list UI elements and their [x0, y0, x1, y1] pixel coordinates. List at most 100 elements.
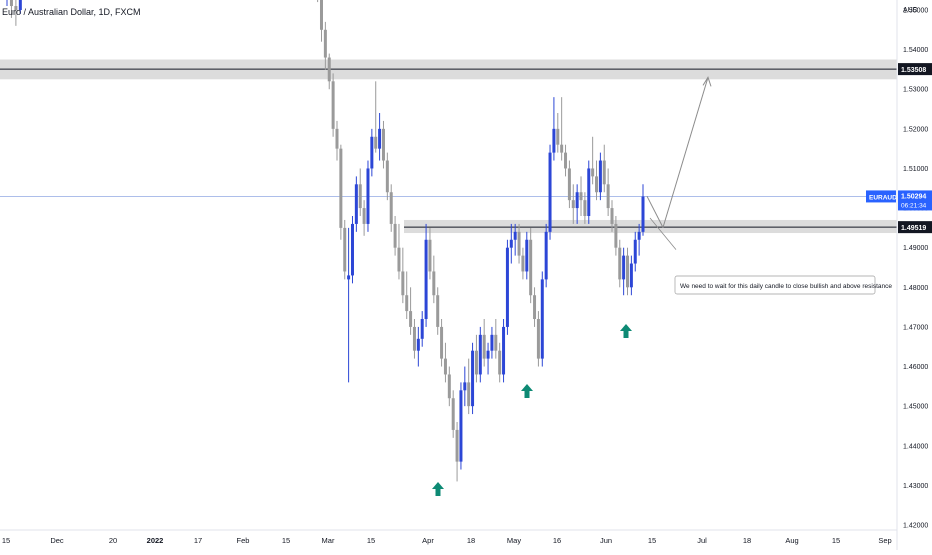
candle-body [614, 223, 618, 248]
candle-body [525, 239, 529, 272]
candle [552, 97, 556, 161]
candle [494, 319, 498, 359]
candle [560, 97, 564, 161]
candle-body [416, 338, 420, 351]
candle-body [358, 184, 362, 209]
candle-body [381, 128, 385, 161]
currency-label: AUD [903, 7, 918, 14]
price-tick-label: 1.51000 [903, 166, 928, 173]
candle [463, 366, 467, 407]
candle-body [424, 239, 428, 319]
up-arrow-icon [620, 324, 632, 338]
price-tick-label: 1.52000 [903, 126, 928, 133]
last-price-badge: 1.50294 [901, 193, 926, 200]
candle-body [412, 326, 416, 351]
candle [629, 255, 633, 296]
candle-body [471, 350, 475, 407]
candle [432, 255, 436, 304]
candle-body [343, 227, 347, 272]
candle-body [505, 247, 509, 327]
candle [451, 390, 455, 438]
up-arrow-icon [521, 384, 533, 398]
candle [606, 168, 610, 216]
candle [595, 160, 599, 201]
candle-body [606, 184, 610, 209]
candle-body [463, 382, 467, 391]
candle-body [641, 196, 645, 232]
candle [347, 227, 351, 383]
candle-body [591, 168, 595, 177]
projection-line [662, 77, 709, 228]
candle-body [18, 0, 22, 10]
candle-body [405, 295, 409, 312]
candle-body [602, 160, 606, 185]
candle [633, 231, 637, 272]
candle [575, 184, 579, 224]
candle [637, 223, 641, 256]
candle [505, 239, 509, 335]
candle [405, 271, 409, 319]
projection-line-start [646, 195, 664, 228]
candle [416, 326, 420, 367]
candle [459, 382, 463, 470]
candle [540, 271, 544, 367]
candle-body [629, 263, 633, 288]
candle [474, 334, 478, 383]
candle-body [378, 128, 382, 149]
candle [447, 366, 451, 407]
time-tick-label: 15 [367, 536, 375, 545]
candle-body [482, 334, 486, 359]
candle-body [331, 81, 335, 129]
candle [420, 311, 424, 347]
candle-body [447, 374, 451, 399]
candle-body [389, 192, 393, 224]
time-tick-label: Sep [878, 536, 891, 545]
price-tick-label: 1.54000 [903, 47, 928, 54]
candle [412, 319, 416, 359]
candle-body [490, 334, 494, 351]
candle [513, 223, 517, 256]
upper-level-badge: 1.53508 [901, 67, 926, 74]
countdown-badge: 06:21:34 [901, 202, 927, 209]
candle-body [393, 223, 397, 248]
time-tick-label: 17 [194, 536, 202, 545]
price-tick-label: 1.43000 [903, 483, 928, 490]
candle-body [440, 326, 444, 359]
price-tick-label: 1.42000 [903, 523, 928, 530]
candle [343, 219, 347, 280]
candle-body [478, 334, 482, 375]
candle [486, 342, 490, 375]
candle-body [455, 429, 459, 462]
candle-body [548, 152, 552, 232]
candle-body [517, 231, 521, 256]
candle-body [540, 279, 544, 359]
candle-body [370, 136, 374, 169]
candle [331, 73, 335, 137]
candle-body [579, 192, 583, 201]
candle-body [536, 319, 540, 359]
candle [602, 144, 606, 193]
candle-body [420, 319, 424, 339]
candle-body [494, 334, 498, 351]
candle-body [319, 0, 323, 30]
candle [544, 223, 548, 288]
candle [564, 144, 568, 177]
candle [378, 113, 382, 161]
annotation-box [674, 275, 876, 295]
candle [409, 287, 413, 335]
candle [370, 128, 374, 177]
candle-body [327, 57, 331, 82]
time-tick-label: Apr [422, 536, 434, 545]
lower-level-badge: 1.49519 [901, 225, 926, 232]
candle [389, 184, 393, 232]
candle-body [533, 295, 537, 319]
candle-body [9, 0, 13, 7]
price-axis-bg [897, 0, 932, 550]
chart-title: Euro / Australian Dollar, 1D, FXCM [2, 7, 141, 17]
candle-body [347, 275, 351, 280]
lower-level-badge-bg [898, 221, 932, 234]
candle-body [436, 295, 440, 327]
candle-body [544, 231, 548, 280]
